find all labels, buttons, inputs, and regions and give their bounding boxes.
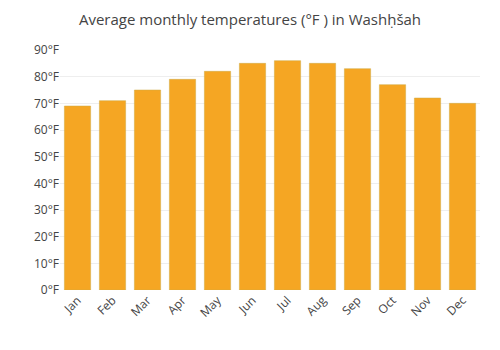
- svg-text:May: May: [196, 291, 225, 320]
- svg-text:Sep: Sep: [338, 292, 365, 319]
- svg-text:0°F: 0°F: [41, 281, 59, 298]
- svg-text:Jul: Jul: [272, 292, 294, 314]
- svg-text:Jun: Jun: [234, 292, 259, 317]
- svg-text:Apr: Apr: [164, 292, 190, 318]
- svg-text:10°F: 10°F: [34, 255, 59, 272]
- svg-text:80°F: 80°F: [34, 68, 59, 85]
- svg-text:70°F: 70°F: [34, 95, 59, 112]
- svg-text:Mar: Mar: [127, 292, 155, 320]
- svg-text:40°F: 40°F: [34, 175, 59, 192]
- svg-text:Jan: Jan: [60, 292, 85, 317]
- svg-text:Average monthly temperatures (: Average monthly temperatures (°F ) in Wa…: [79, 9, 421, 29]
- svg-text:50°F: 50°F: [34, 148, 59, 165]
- svg-text:30°F: 30°F: [34, 201, 59, 218]
- svg-text:60°F: 60°F: [34, 121, 59, 138]
- svg-text:90°F: 90°F: [34, 41, 59, 58]
- svg-text:Dec: Dec: [443, 292, 470, 319]
- svg-text:Oct: Oct: [374, 292, 400, 318]
- svg-text:Aug: Aug: [302, 292, 330, 320]
- svg-text:Feb: Feb: [93, 292, 119, 318]
- svg-text:Nov: Nov: [407, 292, 435, 320]
- svg-text:20°F: 20°F: [34, 228, 59, 245]
